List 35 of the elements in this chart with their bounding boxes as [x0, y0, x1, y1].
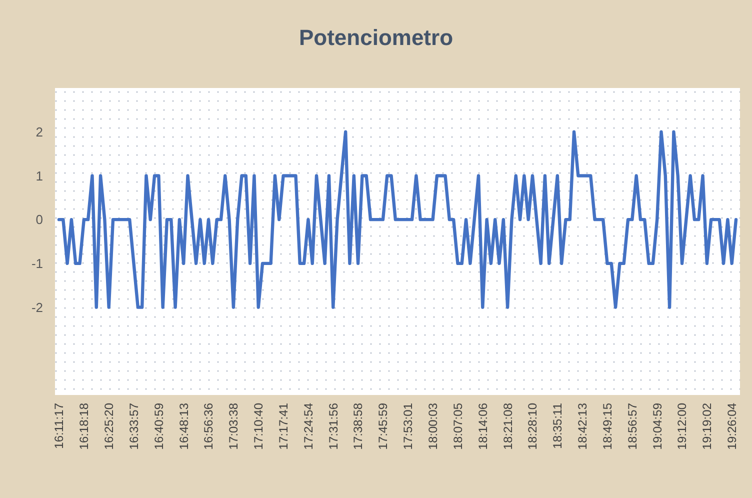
x-tick-label: 19:04:59	[650, 402, 664, 450]
x-tick-label: 16:56:36	[202, 402, 216, 450]
x-tick-label: 18:28:10	[526, 402, 540, 450]
x-tick-label: 18:14:06	[476, 402, 490, 450]
x-tick-label: 18:42:13	[576, 402, 590, 450]
x-tick-label: 19:12:00	[675, 402, 690, 450]
x-tick-label: 16:40:59	[152, 402, 166, 450]
x-tick-label: 18:35:11	[550, 402, 565, 449]
x-tick-label: 17:24:54	[301, 402, 316, 450]
x-tick-label: 18:49:15	[600, 402, 614, 450]
x-tick-label: 17:45:59	[376, 402, 390, 450]
x-tick-label: 16:33:57	[126, 402, 141, 450]
x-tick-label: 17:31:56	[326, 402, 340, 450]
x-tick-label: 17:03:38	[226, 402, 241, 450]
x-tick-label: 19:26:04	[725, 402, 740, 450]
y-tick-label: -1	[31, 256, 43, 271]
y-tick-label: 2	[36, 124, 43, 140]
x-tick-label: 16:11:17	[52, 402, 66, 449]
y-tick-label: -2	[31, 300, 43, 315]
x-tick-label: 18:56:57	[625, 402, 640, 450]
y-tick-label: 0	[36, 212, 43, 228]
x-tick-label: 16:18:18	[77, 402, 92, 450]
y-tick-label: 1	[36, 168, 43, 184]
x-tick-label: 17:10:40	[252, 402, 266, 450]
x-tick-label: 18:00:03	[426, 402, 440, 450]
x-tick-label: 18:07:05	[450, 402, 465, 450]
x-tick-label: 17:17:41	[276, 402, 290, 450]
x-tick-label: 17:38:58	[351, 402, 366, 450]
x-tick-label: 16:25:20	[102, 402, 116, 450]
x-tick-label: 16:48:13	[176, 402, 191, 450]
x-tick-label: 19:19:02	[700, 402, 714, 450]
line-series	[57, 130, 738, 309]
x-tick-label: 17:53:01	[401, 402, 416, 450]
chart-title: Potenciometro	[298, 25, 454, 50]
x-tick-label: 18:21:08	[500, 402, 515, 450]
